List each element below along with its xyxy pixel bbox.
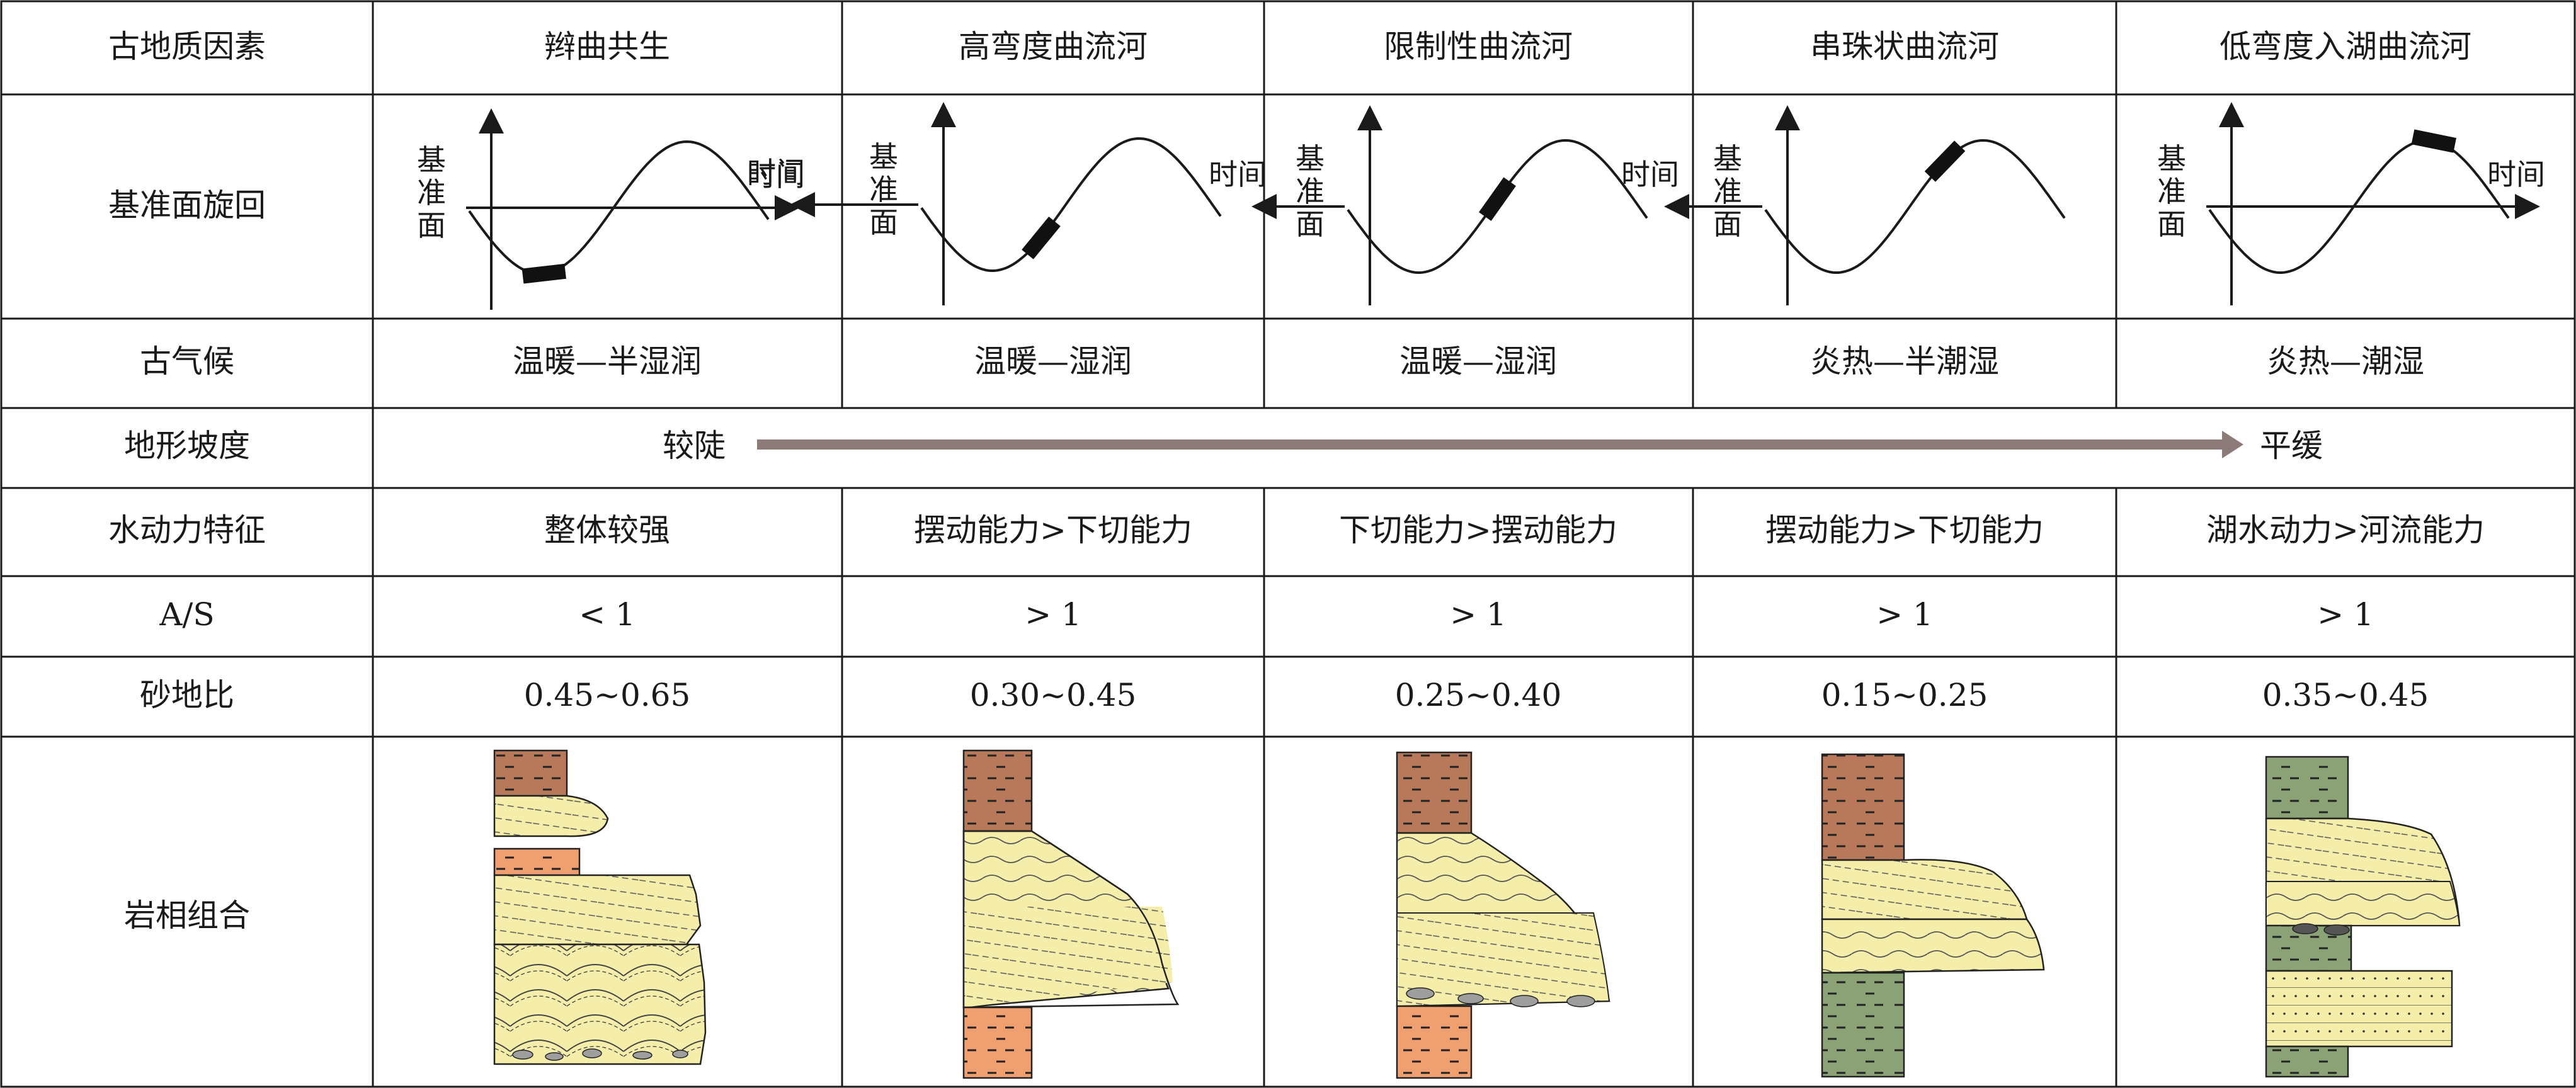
cycle-sketch: 基准面 时间 — [417, 108, 805, 310]
row-labels: 古地质因素 基准面旋回 古气候 地形坡度 水动力特征 A/S 砂地比 岩相组合 — [108, 28, 266, 934]
base-level-curve — [468, 140, 770, 275]
row-label-litho: 岩相组合 — [124, 897, 250, 934]
cycle-marker — [521, 263, 566, 284]
column-header: 高弯度曲流河 — [959, 28, 1148, 65]
y-axis-label: 基 — [417, 143, 446, 177]
sand-ratio-cell: 0.15~0.25 — [1821, 677, 1988, 713]
y-axis-label: 面 — [417, 208, 446, 242]
x-axis-label: 时间 — [1621, 157, 1679, 191]
column-header: 串珠状曲流河 — [1810, 28, 1999, 65]
y-axis-label: 基 — [1713, 142, 1742, 176]
x-axis-label: 时间 — [747, 156, 805, 190]
y-axis-label: 准 — [417, 176, 446, 210]
slope-arrow-head — [2222, 431, 2243, 458]
as-cell: > 1 — [1450, 596, 1507, 633]
cycle-sketch: 基准面 时间 — [747, 102, 1222, 305]
as-cell: < 1 — [579, 596, 635, 633]
cycle-marker — [1924, 140, 1966, 182]
slope-row: 较陡 平缓 — [663, 428, 2323, 464]
lithofacies-column-5 — [2265, 756, 2461, 1078]
column-header: 限制性曲流河 — [1384, 28, 1573, 65]
climate-cell: 炎热—潮湿 — [2267, 343, 2424, 380]
column-texts: 辫曲共生 温暖—半湿润 整体较强 < 1 0.45~0.65 高弯度曲流河 温暖… — [513, 28, 2485, 713]
y-axis-label: 基 — [869, 140, 898, 174]
row-label-climate: 古气候 — [140, 343, 234, 380]
lithofacies-column-2 — [962, 749, 1180, 1079]
cycle-marker — [2411, 129, 2457, 153]
y-axis-label: 准 — [869, 173, 898, 207]
hydro-cell: 下切能力>摆动能力 — [1339, 512, 1617, 548]
lithofacies-column-1 — [493, 749, 707, 1065]
as-cell: > 1 — [1025, 596, 1081, 633]
hydro-cell: 整体较强 — [544, 512, 670, 548]
hydro-cell: 摆动能力>下切能力 — [1765, 512, 2044, 548]
y-axis-label: 基 — [2157, 142, 2186, 176]
sand-ratio-cell: 0.30~0.45 — [970, 677, 1137, 713]
x-axis-label: 时间 — [1209, 157, 1267, 191]
lithofacies-column-4 — [1821, 753, 2045, 1078]
y-axis-label: 面 — [869, 205, 898, 239]
base-level-curve — [1764, 139, 2066, 274]
x-axis-label: 时间 — [2487, 157, 2545, 191]
climate-cell: 炎热—半潮湿 — [1810, 343, 1999, 380]
lithofacies-column-3 — [1396, 751, 1610, 1079]
as-cell: > 1 — [1876, 596, 1933, 633]
y-axis-label: 基 — [1296, 142, 1325, 176]
hydro-cell: 摆动能力>下切能力 — [914, 512, 1192, 548]
slope-end-label: 平缓 — [2260, 428, 2323, 464]
row-label-hydro: 水动力特征 — [108, 512, 266, 548]
hydro-cell: 湖水动力>河流能力 — [2206, 512, 2485, 548]
cycle-marker — [1479, 177, 1516, 221]
climate-cell: 温暖—湿润 — [974, 343, 1132, 380]
sand-ratio-cell: 0.35~0.45 — [2262, 677, 2429, 713]
slope-start-label: 较陡 — [663, 428, 726, 464]
base-level-curve — [920, 137, 1222, 272]
y-axis-label: 准 — [1296, 174, 1325, 208]
row-label-cycle: 基准面旋回 — [108, 187, 266, 224]
cycle-marker — [1022, 216, 1061, 259]
row-label-slope: 地形坡度 — [124, 428, 250, 464]
cycle-sketch: 基准面 时间 — [2157, 102, 2545, 305]
y-axis-label: 面 — [1296, 207, 1325, 241]
row-label-as: A/S — [159, 596, 214, 633]
y-axis-label: 准 — [1713, 174, 1742, 208]
y-axis-label: 面 — [1713, 207, 1742, 241]
climate-cell: 温暖—湿润 — [1399, 343, 1557, 380]
sand-ratio-cell: 0.45~0.65 — [524, 677, 691, 713]
base-level-curve — [2208, 139, 2510, 274]
y-axis-label: 面 — [2157, 207, 2186, 241]
climate-cell: 温暖—半湿润 — [513, 343, 702, 380]
x-axis-label: 时间 — [747, 159, 805, 193]
as-cell: > 1 — [2317, 596, 2374, 633]
row-label-sand: 砂地比 — [140, 677, 234, 713]
column-header: 低弯度入湖曲流河 — [2220, 28, 2471, 65]
y-axis-label: 准 — [2157, 174, 2186, 208]
row-label-header: 古地质因素 — [108, 28, 266, 65]
column-header: 辫曲共生 — [544, 28, 670, 65]
sand-ratio-cell: 0.25~0.40 — [1395, 677, 1562, 713]
